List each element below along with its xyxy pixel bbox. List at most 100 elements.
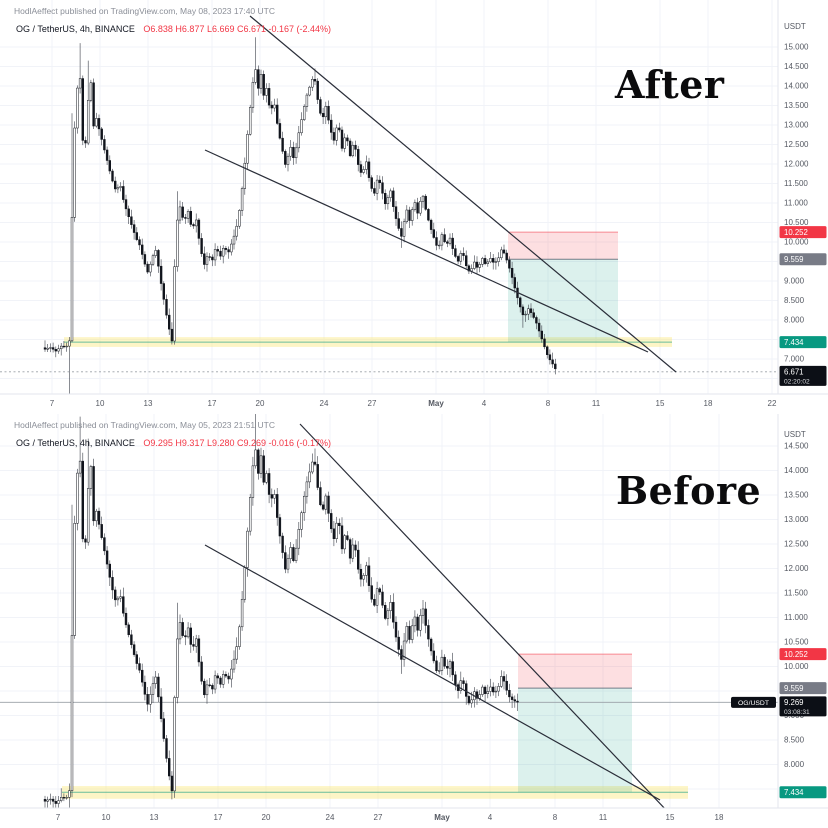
price-tick-label: 12.500 [784,140,809,149]
price-badge-value: 9.559 [784,255,804,264]
price-tick-label: 8.500 [784,296,805,305]
price-badge-value: 9.269 [784,698,804,707]
price-tick-label: 11.500 [784,589,808,598]
price-badge-value: 6.671 [784,368,804,377]
price-chart-canvas-before[interactable]: USDT 14.500 14.000 13.500 13.000 12.500 12.000… [0,414,828,828]
candle-countdown: 03:08:31 [784,709,810,716]
time-tick-label: 20 [256,399,265,408]
ohlc-values: O9.295 H9.317 L9.280 C9.269 -0.016 (-0.1… [143,438,332,448]
price-tick-label: 12.000 [784,564,809,573]
chart-panel-after: USDT 15.000 14.500 14.000 13.500 13.000 12.500… [0,0,828,414]
time-tick-label: 22 [768,399,777,408]
descending-trendline[interactable] [249,15,677,373]
descending-trendline[interactable] [204,149,649,353]
currency-label: USDT [784,22,806,31]
attribution-text: HodlAeffect published on TradingView.com… [14,6,275,16]
price-badge [779,786,827,799]
price-tick-label: 13.000 [784,515,809,524]
price-tick-label: 10.500 [784,218,809,227]
time-tick-label: 4 [482,399,487,408]
time-tick-label: 15 [666,813,675,822]
price-badge-value: 10.252 [784,650,808,659]
time-tick-label: 18 [704,399,713,408]
price-axis[interactable]: USDT 14.500 14.000 13.500 13.000 12.500 12.000… [731,430,827,799]
price-badge [779,682,827,695]
time-tick-label: 7 [56,813,61,822]
legend: OG / TetherUS, 4h, BINANCE O6.838 H6.877… [16,24,331,34]
price-badge [779,226,827,239]
time-tick-label: 13 [144,399,153,408]
resistance-zone-pink [508,232,618,260]
price-badge [779,253,827,266]
price-tick-label: 11.000 [784,199,808,208]
symbol-title: OG / TetherUS, 4h, BINANCE [16,438,135,448]
price-tick-label: 8.000 [784,760,805,769]
time-tick-label: 24 [320,399,329,408]
price-badge-value: 7.434 [784,788,804,797]
price-tick-label: 11.000 [784,613,808,622]
price-tick-label: 7.000 [784,355,805,364]
price-tick-label: 10.000 [784,238,809,247]
time-tick-label: 8 [553,813,558,822]
price-tick-label: 13.500 [784,101,809,110]
price-chart-canvas-after[interactable]: USDT 15.000 14.500 14.000 13.500 13.000 12.500… [0,0,828,414]
time-tick-label: 27 [374,813,383,822]
time-tick-label: 17 [214,813,223,822]
price-badge-value: 7.434 [784,338,804,347]
time-tick-label: 20 [262,813,271,822]
time-tick-label: 11 [599,813,608,822]
price-tick-label: 10.500 [784,638,809,647]
candles-layer [43,37,557,394]
time-tick-label: 24 [326,813,335,822]
grid [0,0,778,394]
price-badge [779,336,827,349]
price-tick-label: 15.000 [784,43,809,52]
resistance-zone-pink [518,654,632,689]
time-tick-label: 10 [96,399,105,408]
symbol-tag-label: OG/USDT [738,700,769,707]
time-tick-label: 10 [102,813,111,822]
price-tick-label: 8.500 [784,736,805,745]
price-tick-label: 14.000 [784,82,809,91]
grid [0,414,778,808]
price-badge-value: 10.252 [784,228,808,237]
price-badge [779,365,827,386]
time-tick-label: 7 [50,399,55,408]
candles-layer [43,414,519,808]
price-tick-label: 10.000 [784,662,809,671]
price-tick-label: 14.000 [784,466,809,475]
price-badge-value: 9.559 [784,684,804,693]
price-tick-label: 11.500 [784,179,808,188]
price-badge [779,648,827,661]
descending-trendline[interactable] [204,544,661,801]
watermark-before: Before [616,468,762,513]
target-zone-teal [518,688,632,793]
ohlc-values: O6.838 H6.877 L6.669 C6.671 -0.167 (-2.4… [143,24,332,34]
symbol-tag [731,696,776,708]
price-tick-label: 12.500 [784,540,809,549]
legend: OG / TetherUS, 4h, BINANCE O9.295 H9.317… [16,438,331,448]
currency-label: USDT [784,430,806,439]
time-tick-label: 15 [656,399,665,408]
time-tick-label: May [434,813,450,822]
candle-countdown: 02:20:02 [784,378,810,385]
chart-panel-before: USDT 14.500 14.000 13.500 13.000 12.500 12.000… [0,414,828,828]
time-tick-label: 27 [368,399,377,408]
time-tick-label: 4 [488,813,493,822]
time-tick-label: 13 [150,813,159,822]
symbol-title: OG / TetherUS, 4h, BINANCE [16,24,135,34]
price-badge [779,696,827,717]
price-tick-label: 9.000 [784,277,805,286]
price-tick-label: 14.500 [784,442,809,451]
price-tick-label: 8.000 [784,316,805,325]
descending-trendline[interactable] [299,423,668,812]
attribution-text: HodlAeffect published on TradingView.com… [14,420,275,430]
time-tick-label: 11 [592,399,601,408]
watermark-after: After [615,62,725,107]
price-tick-label: 13.500 [784,491,809,500]
price-axis[interactable]: USDT 15.000 14.500 14.000 13.500 13.000 12.500… [779,22,827,386]
time-axis[interactable]: 7 10 13 17 20 24 27 May 4 8 11 15 18 22 [50,399,777,408]
time-axis[interactable]: 7 10 13 17 20 24 27 May 4 8 11 15 18 [56,813,724,822]
price-tick-label: 13.000 [784,121,809,130]
